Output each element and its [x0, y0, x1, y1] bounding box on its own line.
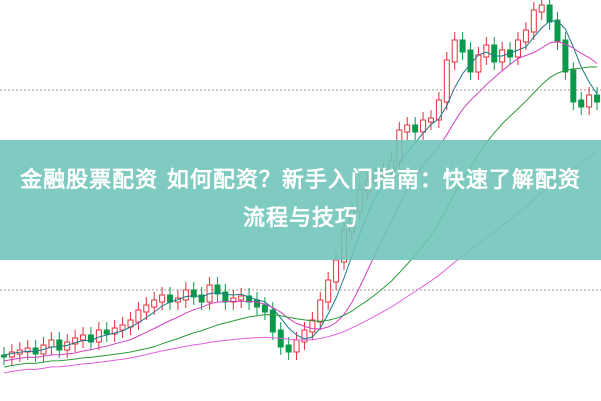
candle-body — [562, 39, 569, 73]
candle-body — [95, 329, 102, 343]
moving-average-line — [3, 66, 597, 368]
candle-body — [293, 339, 300, 353]
candle-body — [538, 4, 545, 13]
candle-body — [309, 319, 316, 333]
candle-body — [230, 297, 237, 303]
candle-body — [427, 117, 434, 123]
candle-body — [198, 294, 205, 303]
candle-body — [404, 124, 411, 133]
candle-body — [420, 119, 427, 133]
candle-body — [514, 39, 521, 58]
candle-body — [143, 304, 150, 313]
candle-body — [333, 259, 340, 283]
candle-body — [0, 354, 7, 358]
candle-body — [48, 339, 55, 348]
candle-body — [190, 289, 197, 298]
candle-body — [238, 295, 245, 301]
moving-average-line — [3, 20, 598, 356]
candle-body — [254, 299, 261, 308]
candle-body — [56, 339, 63, 351]
candle-body — [530, 9, 537, 33]
candle-body — [546, 4, 553, 23]
candle-body — [586, 94, 593, 108]
candle-body — [451, 39, 458, 63]
candle-body — [119, 324, 126, 331]
candle-body — [214, 284, 221, 295]
candle-body — [103, 329, 110, 335]
candle-body — [111, 327, 118, 335]
candle-body — [325, 279, 332, 303]
article-title: 金融股票配资 如何配资？新手入门指南：快速了解配资流程与技巧 — [20, 168, 581, 231]
candle-body — [182, 289, 189, 301]
candle-body — [443, 59, 450, 103]
candle-body — [24, 347, 31, 353]
candle-body — [87, 334, 94, 343]
candle-body — [80, 334, 87, 341]
candle-body — [159, 294, 166, 303]
candle-body — [459, 39, 466, 53]
candle-body — [578, 99, 585, 108]
candle-body — [491, 44, 498, 63]
candle-body — [269, 309, 276, 333]
candle-body — [435, 99, 442, 121]
candle-body — [72, 337, 79, 345]
candle-body — [483, 44, 490, 58]
candle-body — [467, 49, 474, 73]
candle-body — [261, 304, 268, 313]
candle-body — [301, 329, 308, 343]
title-banner: 金融股票配资 如何配资？新手入门指南：快速了解配资流程与技巧 — [0, 140, 601, 260]
candle-body — [8, 351, 15, 358]
candle-body — [412, 124, 419, 133]
candle-body — [594, 94, 601, 103]
moving-average-line — [3, 40, 598, 362]
candle-body — [285, 344, 292, 353]
candle-body — [151, 299, 158, 308]
candle-body — [317, 299, 324, 323]
candle-body — [135, 309, 142, 323]
candle-body — [522, 29, 529, 43]
candle-body — [570, 69, 577, 103]
candle-body — [246, 295, 253, 303]
